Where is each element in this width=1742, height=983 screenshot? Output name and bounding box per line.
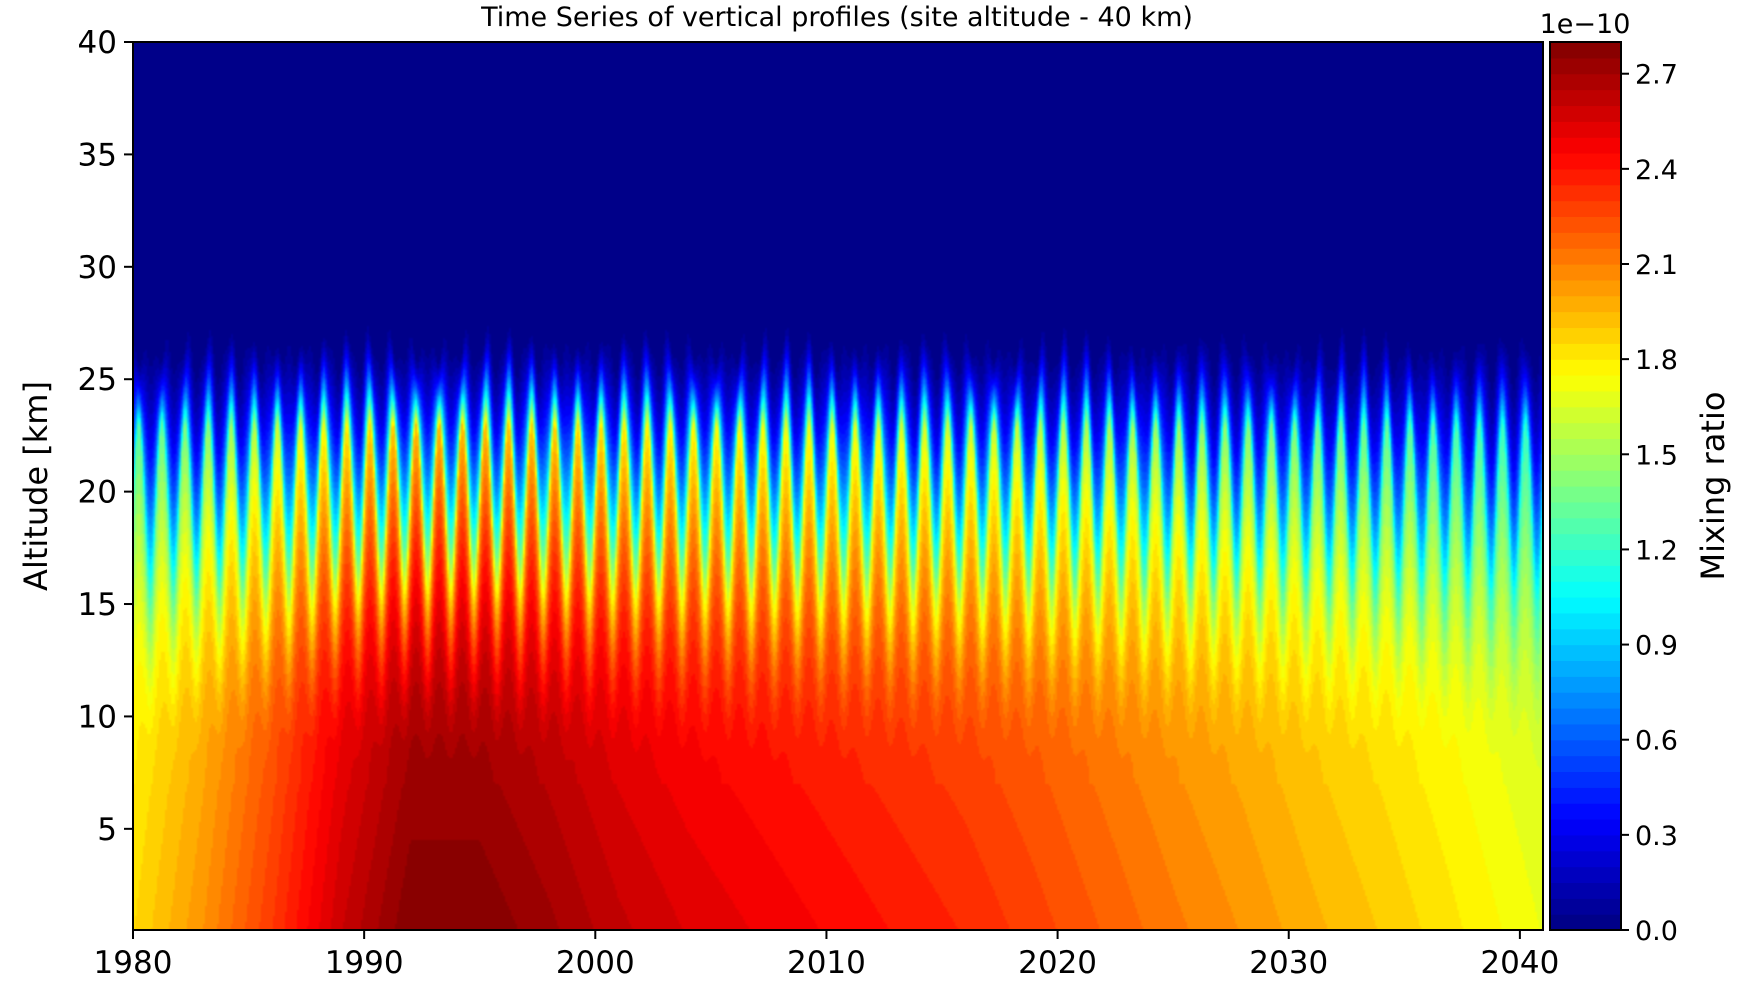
y-tick-label: 25 bbox=[78, 362, 117, 398]
colorbar-band bbox=[1550, 216, 1621, 233]
colorbar-band bbox=[1550, 470, 1621, 487]
y-tick-label: 20 bbox=[78, 475, 117, 511]
colorbar-band bbox=[1550, 168, 1621, 186]
colorbar-band bbox=[1550, 882, 1621, 899]
colorbar-tick-label: 0.3 bbox=[1635, 821, 1678, 852]
colorbar-band bbox=[1550, 42, 1621, 59]
x-tick-label: 2000 bbox=[556, 945, 635, 981]
colorbar-band bbox=[1550, 676, 1621, 693]
x-tick-label: 1990 bbox=[325, 945, 404, 981]
plot-area bbox=[132, 41, 1544, 931]
colorbar-band bbox=[1550, 454, 1621, 471]
colorbar-band bbox=[1550, 89, 1621, 107]
x-tick-label: 2010 bbox=[787, 945, 866, 981]
colorbar-band bbox=[1550, 137, 1621, 154]
colorbar: 0.0 0.3 0.6 0.9 1.2 1.5 1.8 2.1 2.4 2.7 1e−10 Mix… bbox=[1540, 9, 1732, 947]
colorbar-band bbox=[1550, 787, 1621, 804]
colorbar-band bbox=[1550, 438, 1621, 455]
colorbar-band bbox=[1550, 200, 1621, 218]
colorbar-band bbox=[1550, 660, 1621, 677]
heatmap-image bbox=[133, 42, 1543, 930]
colorbar-frame bbox=[1549, 41, 1622, 931]
colorbar-band bbox=[1550, 486, 1621, 503]
colorbar-tick-label: 2.4 bbox=[1635, 155, 1678, 186]
colorbar-band bbox=[1550, 295, 1621, 313]
colorbar-offset-text: 1e−10 bbox=[1540, 9, 1631, 40]
colorbar-band bbox=[1550, 898, 1621, 915]
y-axis-title: Altitude [km] bbox=[17, 381, 55, 591]
colorbar-band bbox=[1550, 755, 1621, 773]
x-tick-label: 2040 bbox=[1480, 945, 1559, 981]
colorbar-band bbox=[1550, 850, 1621, 868]
colorbar-band bbox=[1550, 771, 1621, 788]
colorbar-band bbox=[1550, 644, 1621, 662]
x-tick-label: 2030 bbox=[1249, 945, 1328, 981]
colorbar-band bbox=[1550, 692, 1621, 709]
colorbar-band bbox=[1550, 264, 1621, 281]
colorbar-band bbox=[1550, 327, 1621, 344]
colorbar-band bbox=[1550, 73, 1621, 91]
colorbar-band bbox=[1550, 517, 1621, 535]
colorbar-band bbox=[1550, 501, 1621, 519]
y-axis: 5 10 15 20 25 30 35 40 bbox=[78, 25, 133, 848]
colorbar-band bbox=[1550, 803, 1621, 820]
colorbar-band bbox=[1550, 359, 1621, 376]
colorbar-band bbox=[1550, 406, 1621, 424]
colorbar-title: Mixing ratio bbox=[1694, 392, 1732, 581]
colorbar-tick-label: 2.1 bbox=[1635, 250, 1678, 281]
colorbar-band bbox=[1550, 628, 1621, 646]
colorbar-band bbox=[1550, 549, 1621, 566]
colorbar-band bbox=[1550, 708, 1621, 725]
colorbar-tick-label: 1.5 bbox=[1635, 440, 1678, 471]
colorbar-band bbox=[1550, 343, 1621, 360]
plot-frame bbox=[132, 41, 1544, 931]
colorbar-band bbox=[1550, 311, 1621, 329]
colorbar-band bbox=[1550, 390, 1621, 408]
colorbar-tick-label: 2.7 bbox=[1635, 60, 1678, 91]
chart-title: Time Series of vertical profiles (site a… bbox=[480, 2, 1193, 33]
colorbar-tick-label: 1.8 bbox=[1635, 345, 1678, 376]
colorbar-band bbox=[1550, 184, 1621, 202]
colorbar-band bbox=[1550, 565, 1621, 582]
colorbar-band bbox=[1550, 834, 1621, 852]
colorbar-band bbox=[1550, 121, 1621, 138]
colorbar-band bbox=[1550, 914, 1621, 931]
colorbar-bands bbox=[1550, 42, 1621, 931]
y-tick-label: 5 bbox=[97, 812, 117, 848]
colorbar-band bbox=[1550, 232, 1621, 249]
colorbar-band bbox=[1550, 105, 1621, 122]
y-tick-label: 30 bbox=[78, 250, 117, 286]
colorbar-band bbox=[1550, 739, 1621, 757]
colorbar-band bbox=[1550, 422, 1621, 440]
colorbar-band bbox=[1550, 153, 1621, 170]
colorbar-band bbox=[1550, 819, 1621, 836]
y-tick-label: 15 bbox=[78, 587, 117, 623]
colorbar-band bbox=[1550, 723, 1621, 741]
y-tick-label: 35 bbox=[78, 137, 117, 173]
colorbar-tick-label: 0.6 bbox=[1635, 726, 1678, 757]
y-tick-label: 10 bbox=[78, 699, 117, 735]
colorbar-band bbox=[1550, 533, 1621, 551]
x-tick-label: 1980 bbox=[94, 945, 173, 981]
colorbar-band bbox=[1550, 866, 1621, 884]
colorbar-band bbox=[1550, 248, 1621, 265]
y-tick-label: 40 bbox=[78, 25, 117, 61]
colorbar-tick-label: 1.2 bbox=[1635, 535, 1678, 566]
x-axis: 1980 1990 2000 2010 2020 2030 2040 bbox=[94, 930, 1559, 981]
x-tick-label: 2020 bbox=[1018, 945, 1097, 981]
colorbar-band bbox=[1550, 581, 1621, 598]
colorbar-band bbox=[1550, 612, 1621, 630]
colorbar-band bbox=[1550, 279, 1621, 297]
colorbar-tick-label: 0.9 bbox=[1635, 631, 1678, 662]
colorbar-band bbox=[1550, 597, 1621, 614]
colorbar-band bbox=[1550, 375, 1621, 392]
colorbar-ticks: 0.0 0.3 0.6 0.9 1.2 1.5 1.8 2.1 2.4 2.7 bbox=[1621, 60, 1678, 947]
colorbar-tick-label: 0.0 bbox=[1635, 916, 1678, 947]
colorbar-band bbox=[1550, 57, 1621, 75]
